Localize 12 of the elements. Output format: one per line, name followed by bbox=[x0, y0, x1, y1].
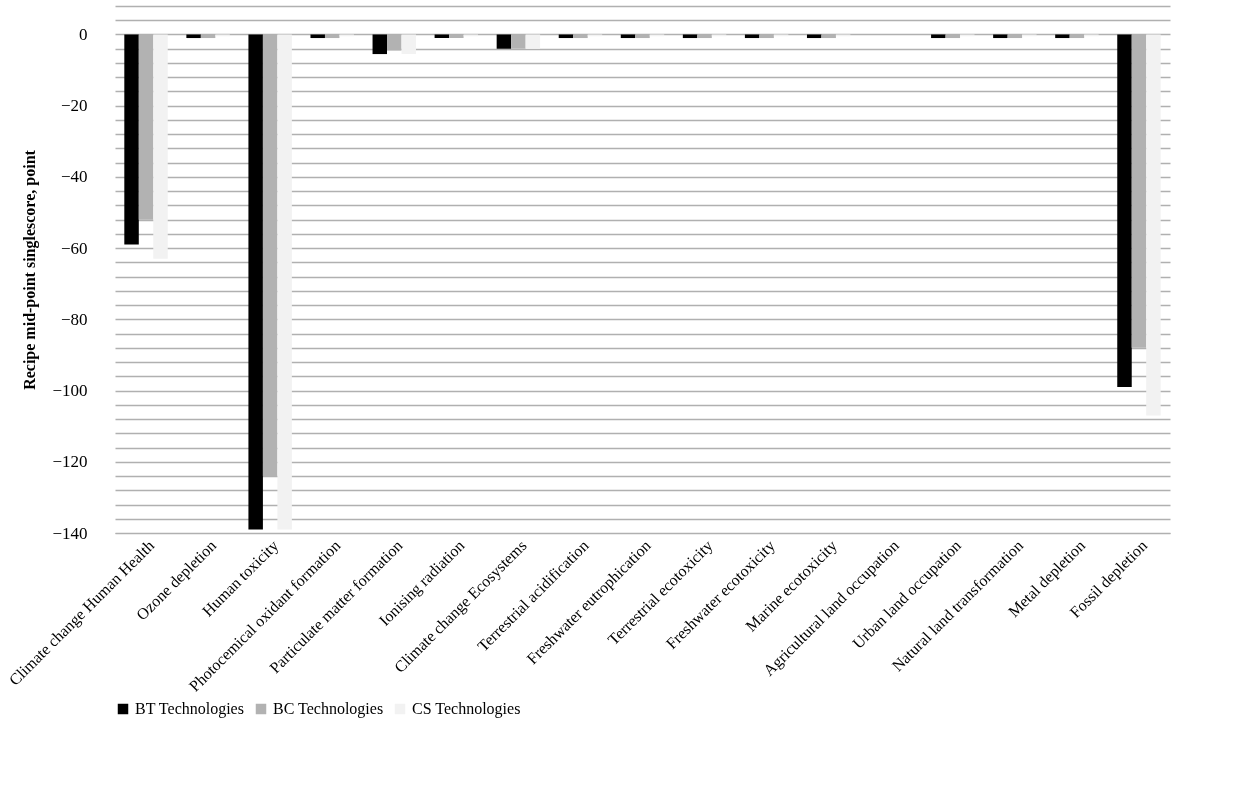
y-tick-label: −40 bbox=[60, 167, 88, 187]
y-tick-label: −100 bbox=[52, 381, 88, 401]
y-axis-title: Recipe mid-point singlescore, point bbox=[21, 149, 40, 390]
y-tick-label: −120 bbox=[52, 452, 88, 472]
y-tick-label: −140 bbox=[52, 523, 88, 543]
y-tick-label: −60 bbox=[60, 238, 88, 258]
y-tick-label: −20 bbox=[60, 96, 88, 116]
y-tick-label: −80 bbox=[60, 309, 88, 329]
legend-label: BT Technologies bbox=[135, 700, 244, 718]
legend-label: CS Technologies bbox=[412, 700, 521, 718]
y-tick-label: 0 bbox=[79, 24, 88, 44]
legend-label: BC Technologies bbox=[273, 700, 384, 718]
